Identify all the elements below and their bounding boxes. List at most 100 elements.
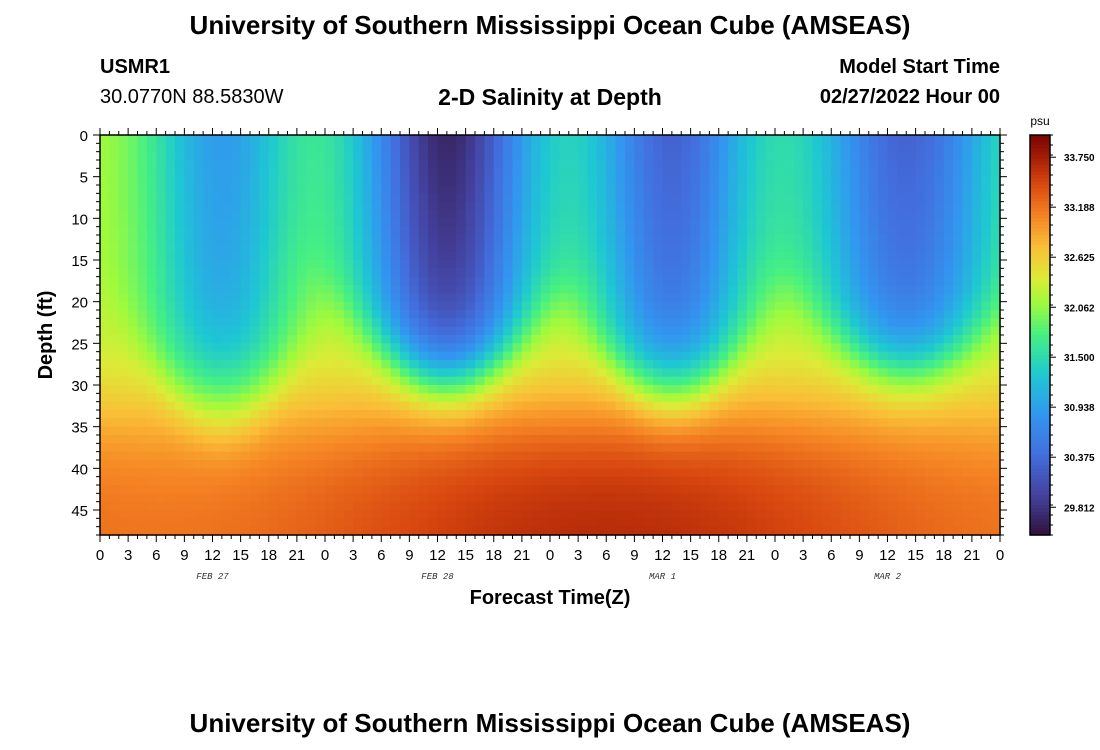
heatmap-cell: [615, 326, 626, 336]
heatmap-cell: [334, 451, 345, 461]
heatmap-cell: [362, 226, 373, 236]
heatmap-cell: [925, 260, 935, 269]
heatmap-cell: [212, 218, 223, 228]
heatmap-cell: [821, 251, 832, 261]
heatmap-cell: [831, 260, 842, 269]
heatmap-cell: [737, 168, 748, 178]
heatmap-cell: [615, 385, 626, 394]
heatmap-cell: [175, 418, 185, 428]
heatmap-cell: [990, 435, 1001, 444]
heatmap-cell: [925, 185, 935, 194]
heatmap-cell: [428, 351, 439, 361]
heatmap-cell: [371, 276, 382, 286]
heatmap-cell: [353, 285, 364, 294]
heatmap-cell: [634, 510, 645, 519]
heatmap-cell: [615, 435, 626, 444]
heatmap-cell: [146, 401, 157, 411]
heatmap-cell: [259, 501, 270, 511]
heatmap-cell: [465, 351, 476, 361]
heatmap-cell: [409, 376, 420, 386]
heatmap-cell: [953, 518, 964, 528]
heatmap-cell: [690, 243, 701, 253]
heatmap-cell: [203, 526, 214, 536]
heatmap-cell: [184, 510, 195, 519]
heatmap-cell: [446, 501, 457, 511]
heatmap-cell: [418, 226, 429, 236]
heatmap-cell: [578, 276, 589, 286]
heatmap-cell: [343, 268, 354, 278]
heatmap-cell: [128, 260, 139, 269]
heatmap-cell: [784, 301, 795, 311]
heatmap-cell: [296, 268, 307, 278]
heatmap-cell: [681, 435, 692, 444]
heatmap-cell: [512, 143, 523, 153]
heatmap-cell: [400, 185, 410, 194]
heatmap-cell: [296, 410, 307, 419]
heatmap-cell: [100, 193, 110, 203]
heatmap-cell: [128, 243, 139, 253]
heatmap-cell: [109, 143, 120, 153]
heatmap-cell: [606, 260, 617, 269]
heatmap-cell: [681, 318, 692, 328]
heatmap-cell: [765, 143, 776, 153]
heatmap-cell: [718, 210, 729, 219]
heatmap-cell: [578, 410, 589, 419]
heatmap-cell: [456, 326, 467, 336]
heatmap-cell: [325, 351, 335, 361]
heatmap-cell: [793, 510, 804, 519]
heatmap-cell: [343, 385, 354, 394]
heatmap-cell: [343, 493, 354, 503]
heatmap-cell: [109, 476, 120, 486]
heatmap-cell: [250, 393, 260, 403]
heatmap-cell: [184, 293, 195, 303]
heatmap-cell: [175, 268, 185, 278]
heatmap-cell: [840, 451, 851, 461]
heatmap-cell: [146, 460, 157, 469]
x-tick-label: 3: [799, 547, 807, 564]
heatmap-cell: [550, 368, 560, 378]
heatmap-cell: [465, 385, 476, 394]
heatmap-cell: [681, 526, 692, 536]
heatmap-cell: [953, 185, 964, 194]
heatmap-cell: [962, 343, 973, 353]
heatmap-cell: [737, 301, 748, 311]
heatmap-cell: [671, 301, 682, 311]
heatmap-cell: [493, 168, 504, 178]
heatmap-cell: [587, 268, 598, 278]
heatmap-cell: [756, 501, 767, 511]
heatmap-cell: [343, 451, 354, 461]
heatmap-cell: [193, 410, 204, 419]
heatmap-cell: [550, 301, 560, 311]
heatmap-cell: [643, 251, 654, 261]
heatmap-cell: [165, 301, 176, 311]
heatmap-cell: [465, 235, 476, 244]
heatmap-cell: [400, 151, 410, 161]
heatmap-cell: [709, 393, 720, 403]
heatmap-cell: [315, 176, 326, 186]
heatmap-cell: [165, 318, 176, 328]
heatmap-cell: [803, 210, 814, 219]
heatmap-cell: [493, 160, 504, 169]
heatmap-cell: [953, 493, 964, 503]
heatmap-cell: [868, 135, 879, 144]
heatmap-cell: [718, 293, 729, 303]
heatmap-cell: [212, 485, 223, 494]
heatmap-cell: [146, 310, 157, 319]
heatmap-cell: [915, 393, 926, 403]
heatmap-cell: [840, 510, 851, 519]
heatmap-cell: [896, 185, 907, 194]
heatmap-cell: [268, 351, 279, 361]
heatmap-cell: [400, 135, 410, 144]
heatmap-cell: [653, 301, 664, 311]
heatmap-cell: [296, 376, 307, 386]
heatmap-cell: [578, 243, 589, 253]
heatmap-cell: [428, 235, 439, 244]
heatmap-cell: [896, 401, 907, 411]
heatmap-cell: [765, 185, 776, 194]
heatmap-cell: [259, 168, 270, 178]
heatmap-cell: [306, 226, 317, 236]
heatmap-cell: [418, 335, 429, 344]
heatmap-cell: [165, 518, 176, 528]
heatmap-cell: [203, 160, 214, 169]
heatmap-cell: [521, 368, 532, 378]
